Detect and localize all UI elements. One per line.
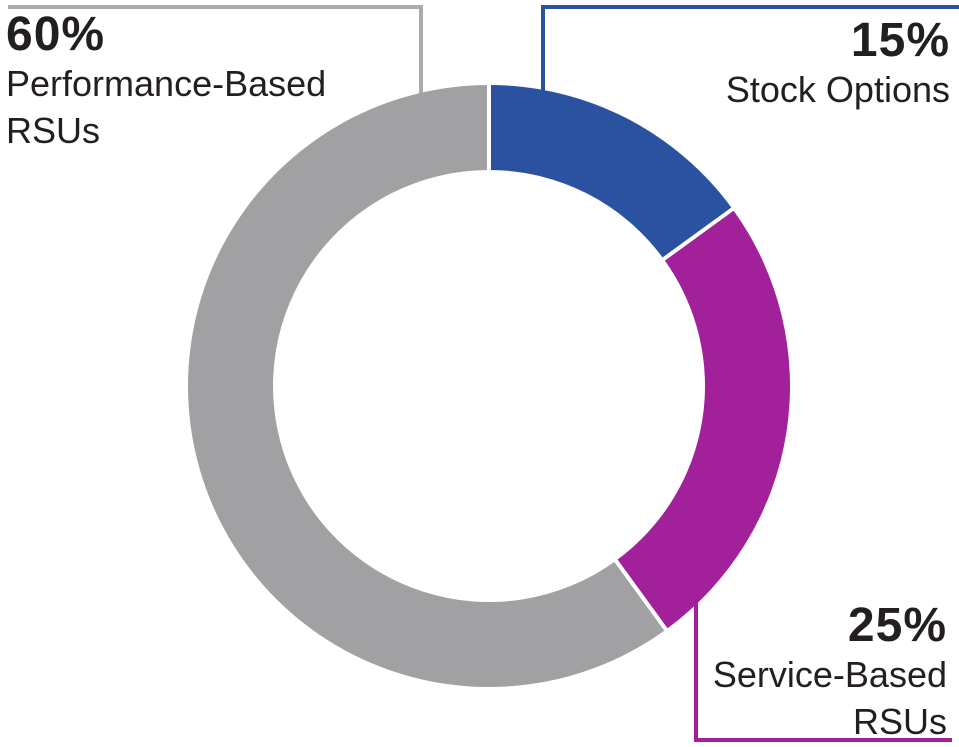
slice-stock-options	[489, 85, 733, 260]
performance-pct: 60%	[6, 8, 106, 61]
service-line2: RSUs	[852, 701, 947, 742]
stock-line1: Stock Options	[725, 69, 950, 110]
leader-line-stock-options	[541, 5, 959, 94]
slice-gap	[612, 557, 670, 634]
label-service-based-rsus: 25% Service-Based RSUs	[713, 601, 947, 745]
performance-line2: RSUs	[6, 110, 101, 151]
service-line1: Service-Based	[712, 654, 947, 695]
label-performance-based-rsus: 60% Performance-Based RSUs	[6, 10, 326, 154]
slice-gap	[660, 205, 737, 263]
label-stock-options: 15% Stock Options	[726, 16, 950, 113]
leader-line-performance-based-rsus	[8, 5, 423, 96]
leader-line-service-based-rsus	[694, 600, 952, 742]
slice-performance-based-rsus	[187, 85, 666, 687]
service-pct: 25%	[847, 599, 947, 652]
slice-service-based-rsus	[615, 209, 790, 630]
stock-pct: 15%	[850, 14, 950, 67]
performance-line1: Performance-Based	[6, 63, 327, 104]
